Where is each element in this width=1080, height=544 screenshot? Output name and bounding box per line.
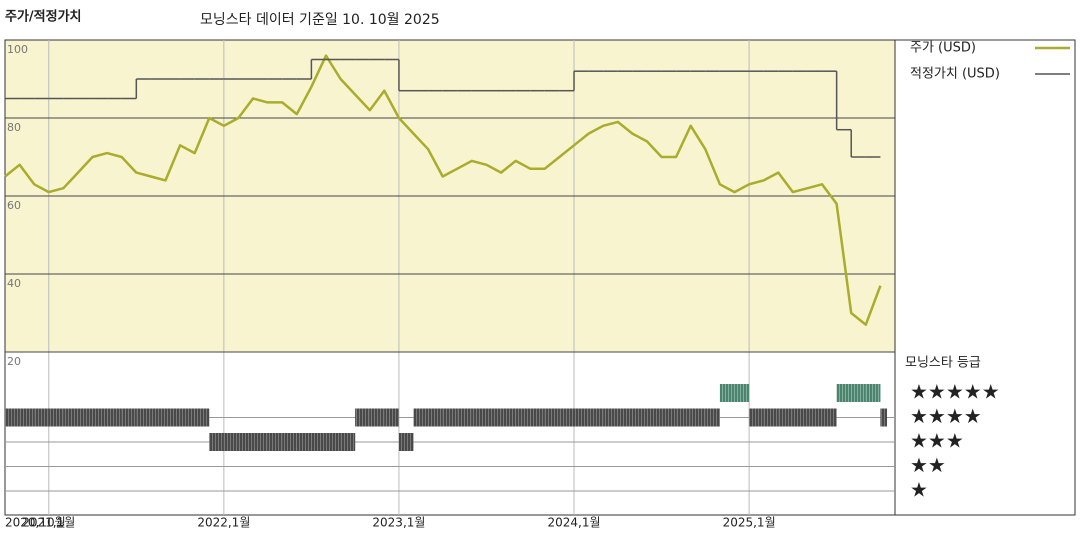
rating-stripe	[646, 408, 662, 427]
x-tick-label: 2020,10월	[5, 516, 66, 530]
rating-stripe	[588, 408, 604, 427]
rating-stripe	[282, 433, 297, 451]
rating-stripe	[77, 408, 93, 427]
rating-stripe	[107, 408, 122, 427]
rating-stripe	[238, 433, 254, 451]
rating-level-label: ★★★★	[910, 404, 982, 428]
rating-stripe	[442, 408, 458, 427]
legend-label: 주가 (USD)	[910, 41, 976, 56]
rating-stripe	[865, 384, 881, 402]
y-tick-label: 20	[7, 355, 21, 368]
rating-stripe	[296, 433, 312, 451]
rating-stripe	[369, 408, 385, 427]
rating-stripe	[267, 433, 283, 451]
rating-stripe	[413, 408, 429, 427]
price-line	[4, 54, 882, 326]
legend-label: 적정가치 (USD)	[910, 67, 1000, 82]
rating-stripe	[136, 408, 151, 427]
rating-stripe	[559, 408, 575, 427]
rating-stripe	[253, 433, 268, 451]
rating-stripe	[311, 433, 326, 451]
rating-stripe	[19, 408, 35, 427]
y-tick-label: 100	[7, 43, 28, 56]
rating-stripe	[690, 408, 706, 427]
y-tick-label: 80	[7, 121, 21, 134]
rating-stripe	[705, 408, 720, 427]
rating-stripe	[574, 408, 589, 427]
rating-title: 모닝스타 등급	[905, 356, 981, 371]
rating-stripe	[807, 408, 823, 427]
x-tick-label: 2022,1월	[197, 516, 250, 530]
rating-stripe	[209, 433, 224, 451]
rating-stripe	[355, 408, 370, 427]
rating-stripe	[223, 433, 239, 451]
rating-stripe	[836, 384, 852, 402]
rating-stripe	[384, 408, 399, 427]
rating-stripe	[63, 408, 78, 427]
rating-stripe	[48, 408, 64, 427]
rating-level-label: ★★★★★	[910, 380, 1000, 404]
rating-stripe	[457, 408, 472, 427]
rating-stripe	[501, 408, 516, 427]
rating-stripe	[822, 408, 837, 427]
rating-stripe	[92, 408, 108, 427]
rating-stripe	[165, 408, 181, 427]
chart-title: 주가/적정가치	[5, 9, 82, 25]
x-tick-label: 2025,1월	[723, 516, 776, 530]
x-tick-label: 2024,1월	[548, 516, 601, 530]
rating-level-label: ★★	[910, 453, 946, 477]
rating-stripe	[194, 408, 210, 427]
rating-stripe	[603, 408, 618, 427]
x-tick-label: 2023,1월	[372, 516, 425, 530]
rating-stripe	[749, 408, 764, 427]
rating-level-label: ★★★	[910, 429, 964, 453]
rating-stripe	[471, 408, 487, 427]
rating-stripe	[734, 384, 750, 402]
rating-stripe	[180, 408, 195, 427]
rating-stripe	[515, 408, 531, 427]
rating-stripe	[325, 433, 341, 451]
rating-stripe	[763, 408, 779, 427]
rating-stripe	[121, 408, 137, 427]
rating-stripe	[486, 408, 502, 427]
rating-stripe	[632, 408, 647, 427]
y-tick-label: 40	[7, 277, 21, 290]
rating-stripe	[34, 408, 49, 427]
rating-stripe	[5, 408, 20, 427]
rating-stripe	[792, 408, 808, 427]
rating-stripe	[340, 433, 356, 451]
y-tick-label: 60	[7, 199, 21, 212]
rating-stripe	[544, 408, 560, 427]
x-tick-label: 2021,1월	[22, 516, 75, 530]
rating-stripe	[719, 384, 735, 402]
rating-level-label: ★	[910, 478, 928, 502]
rating-stripe	[530, 408, 545, 427]
rating-stripe	[676, 408, 691, 427]
chart-subtitle: 모닝스타 데이터 기준일 10. 10월 2025	[200, 12, 440, 28]
rating-stripe	[851, 384, 866, 402]
rating-stripe	[880, 408, 887, 427]
frame	[4, 39, 1076, 516]
rating-stripe	[661, 408, 677, 427]
rating-stripe	[617, 408, 633, 427]
rating-stripe	[398, 433, 414, 451]
rating-stripe	[778, 408, 793, 427]
rating-stripe	[150, 408, 166, 427]
rating-stripe	[428, 408, 443, 427]
